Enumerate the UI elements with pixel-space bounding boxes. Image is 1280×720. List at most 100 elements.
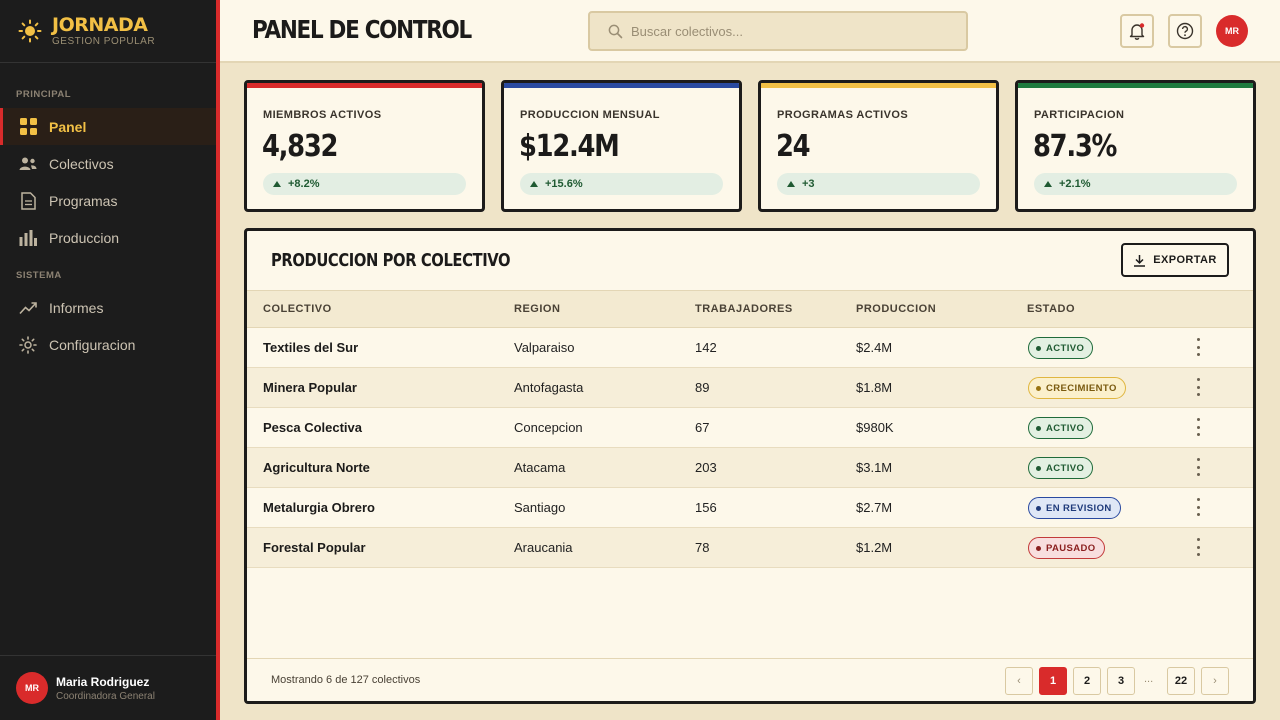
row-menu-icon[interactable] xyxy=(1193,458,1203,476)
cell-region: Araucania xyxy=(514,540,573,555)
notifications-button[interactable] xyxy=(1120,14,1154,48)
results-count: Mostrando 6 de 127 colectivos xyxy=(271,674,421,686)
row-menu-icon[interactable] xyxy=(1193,378,1203,396)
page-button-2[interactable]: 2 xyxy=(1073,667,1101,695)
brand-subtitle: GESTION POPULAR xyxy=(52,36,156,47)
stat-label: MIEMBROS ACTIVOS xyxy=(263,109,382,121)
sidebar-item-informes[interactable]: Informes xyxy=(0,289,216,326)
column-header-trabajadores[interactable]: TRABAJADORES xyxy=(695,303,793,315)
bar-chart-icon xyxy=(19,229,37,247)
cell-trabajadores: 156 xyxy=(695,500,717,515)
cell-trabajadores: 142 xyxy=(695,340,717,355)
up-arrow-icon xyxy=(787,181,795,187)
sidebar-item-configuracion[interactable]: Configuracion xyxy=(0,326,216,363)
cell-trabajadores: 78 xyxy=(695,540,710,555)
table-row[interactable]: Minera Popular Antofagasta 89 $1.8M CREC… xyxy=(247,368,1253,408)
search-icon xyxy=(608,24,623,38)
card-accent-bar xyxy=(1018,83,1253,88)
page-title: PANEL DE CONTROL xyxy=(252,15,472,44)
column-header-estado[interactable]: ESTADO xyxy=(1027,303,1076,315)
stat-value: 4,832 xyxy=(262,129,338,164)
panel-title: PRODUCCION POR COLECTIVO xyxy=(271,250,511,271)
row-menu-icon[interactable] xyxy=(1193,418,1203,436)
prev-page-button[interactable]: ‹ xyxy=(1005,667,1033,695)
row-menu-icon[interactable] xyxy=(1193,538,1203,556)
card-accent-bar xyxy=(504,83,739,88)
stat-value: 24 xyxy=(776,129,811,164)
user-role: Coordinadora General xyxy=(56,690,155,702)
sidebar-item-label: Colectivos xyxy=(49,155,114,172)
table-row[interactable]: Pesca Colectiva Concepcion 67 $980K ACTI… xyxy=(247,408,1253,448)
row-menu-icon[interactable] xyxy=(1193,338,1203,356)
table-row[interactable]: Metalurgia Obrero Santiago 156 $2.7M EN … xyxy=(247,488,1253,528)
page-button-3[interactable]: 3 xyxy=(1107,667,1135,695)
stat-value: 87.3% xyxy=(1033,129,1117,164)
stat-delta: +15.6% xyxy=(520,173,723,195)
status-badge: CRECIMIENTO xyxy=(1028,377,1126,399)
cell-region: Santiago xyxy=(514,500,566,515)
stat-value: $12.4M xyxy=(519,129,620,164)
status-text: ACTIVO xyxy=(1046,462,1085,474)
sidebar-item-label: Configuracion xyxy=(49,336,136,353)
sidebar-item-panel[interactable]: Panel xyxy=(0,108,216,145)
table-header: COLECTIVO REGION TRABAJADORES PRODUCCION… xyxy=(247,290,1253,328)
cell-colectivo: Pesca Colectiva xyxy=(263,420,363,435)
table-row[interactable]: Forestal Popular Araucania 78 $1.2M PAUS… xyxy=(247,528,1253,568)
stat-label: PROGRAMAS ACTIVOS xyxy=(777,109,909,121)
section-label-principal: PRINCIPAL xyxy=(16,89,71,100)
stat-delta: +2.1% xyxy=(1034,173,1237,195)
status-text: ACTIVO xyxy=(1046,422,1085,434)
section-label-sistema: SISTEMA xyxy=(16,270,62,281)
sidebar-item-programas[interactable]: Programas xyxy=(0,182,216,219)
top-header: PANEL DE CONTROL MR xyxy=(220,0,1280,63)
sidebar-item-label: Produccion xyxy=(49,229,120,246)
status-badge: ACTIVO xyxy=(1028,337,1094,359)
stat-card-miembros: MIEMBROS ACTIVOS 4,832 +8.2% xyxy=(244,80,485,212)
page-button-1[interactable]: 1 xyxy=(1039,667,1067,695)
next-page-button[interactable]: › xyxy=(1201,667,1229,695)
sidebar-item-colectivos[interactable]: Colectivos xyxy=(0,145,216,182)
help-button[interactable] xyxy=(1168,14,1202,48)
user-profile[interactable]: MR Maria Rodriguez Coordinadora General xyxy=(0,655,216,720)
bell-icon xyxy=(1129,23,1145,40)
column-header-region[interactable]: REGION xyxy=(514,303,561,315)
stat-label: PARTICIPACION xyxy=(1034,109,1125,121)
pagination-ellipsis: ... xyxy=(1144,673,1154,685)
status-badge: ACTIVO xyxy=(1028,417,1094,439)
column-header-produccion[interactable]: PRODUCCION xyxy=(856,303,937,315)
table-row[interactable]: Textiles del Sur Valparaiso 142 $2.4M AC… xyxy=(247,328,1253,368)
up-arrow-icon xyxy=(273,181,281,187)
search-input[interactable] xyxy=(631,23,931,39)
search-box[interactable] xyxy=(588,11,968,51)
stat-card-produccion: PRODUCCION MENSUAL $12.4M +15.6% xyxy=(501,80,742,212)
cell-trabajadores: 203 xyxy=(695,460,717,475)
stat-delta-text: +8.2% xyxy=(288,178,320,190)
help-icon xyxy=(1176,22,1194,40)
sidebar-item-label: Panel xyxy=(49,118,87,135)
header-avatar[interactable]: MR xyxy=(1216,15,1248,47)
grid-icon xyxy=(19,118,37,136)
stat-delta-text: +2.1% xyxy=(1059,178,1091,190)
cell-produccion: $2.4M xyxy=(856,340,893,355)
table-row[interactable]: Agricultura Norte Atacama 203 $3.1M ACTI… xyxy=(247,448,1253,488)
sidebar-item-produccion[interactable]: Produccion xyxy=(0,219,216,256)
sidebar-item-label: Informes xyxy=(49,299,104,316)
cell-region: Concepcion xyxy=(514,420,583,435)
gear-icon xyxy=(19,335,37,354)
column-header-colectivo[interactable]: COLECTIVO xyxy=(263,303,332,315)
export-button[interactable]: EXPORTAR xyxy=(1121,243,1229,277)
download-icon xyxy=(1134,254,1146,267)
user-name: Maria Rodriguez xyxy=(56,674,150,689)
status-text: ACTIVO xyxy=(1046,342,1085,354)
brand-name: JORNADA xyxy=(52,14,148,36)
stat-card-programas: PROGRAMAS ACTIVOS 24 +3 xyxy=(758,80,999,212)
page-button-last[interactable]: 22 xyxy=(1167,667,1195,695)
production-table-panel: PRODUCCION POR COLECTIVO EXPORTAR COLECT… xyxy=(244,228,1256,704)
row-menu-icon[interactable] xyxy=(1193,498,1203,516)
cell-produccion: $1.8M xyxy=(856,380,893,395)
cell-colectivo: Metalurgia Obrero xyxy=(263,500,375,515)
stat-delta-text: +3 xyxy=(802,178,815,190)
trend-icon xyxy=(19,299,37,317)
status-text: PAUSADO xyxy=(1046,542,1096,554)
status-badge: EN REVISION xyxy=(1028,497,1121,519)
